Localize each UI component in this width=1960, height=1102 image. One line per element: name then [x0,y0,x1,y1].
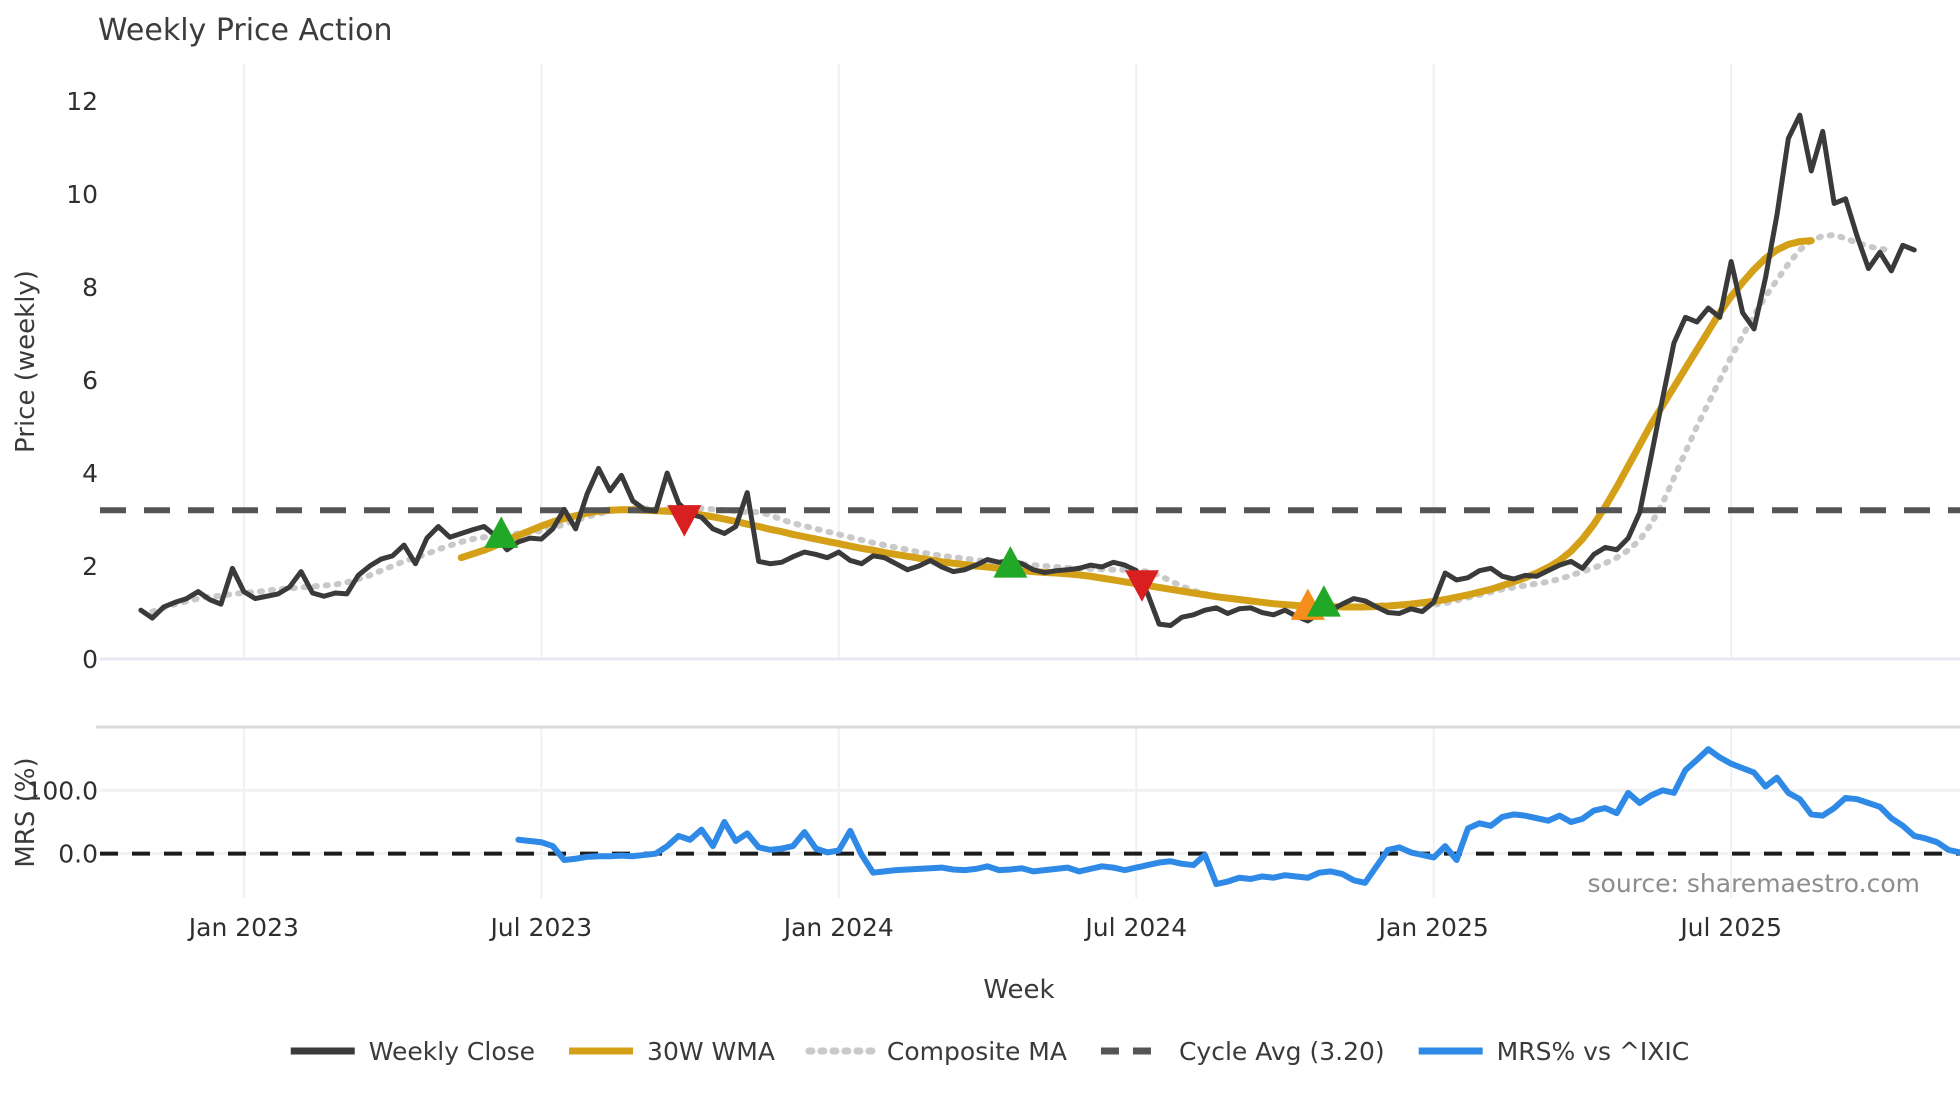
legend-label-4: Cycle Avg (3.20) [1179,1037,1385,1066]
x-tick-1: Jul 2023 [488,913,592,942]
weekly-close-line [138,112,1917,629]
marker-sell-1[interactable] [667,505,702,537]
marker-sell-3[interactable] [1124,570,1159,602]
legend-label-2: 30W WMA [647,1037,775,1066]
legend-label-5: MRS% vs ^IXIC [1497,1037,1690,1066]
legend-label-3: Composite MA [887,1037,1067,1066]
price-ytick-4: 4 [82,459,98,488]
legend-label-1: Weekly Close [369,1037,535,1066]
mrs-ytick-0.0: 0.0 [58,840,98,869]
source-note: source: sharemaestro.com [1588,869,1921,898]
mrs-ytick-100.0: 100.0 [26,776,98,805]
x-tick-5: Jul 2025 [1678,913,1782,942]
marker-buy-2[interactable] [993,546,1028,578]
price-ytick-2: 2 [82,552,98,581]
price-ytick-6: 6 [82,366,98,395]
price-axis-label: Price (weekly) [11,270,41,453]
marker-buy-5[interactable] [1306,585,1341,617]
x-tick-0: Jan 2023 [187,913,299,942]
mrs-line [515,746,1960,888]
mrs-axis-label: MRS (%) [11,757,41,867]
x-tick-2: Jan 2024 [782,913,894,942]
price-ytick-0: 0 [82,645,98,674]
price-ytick-8: 8 [82,273,98,302]
marker-buy-0[interactable] [484,516,519,548]
composite-ma-line [149,232,1895,615]
page-title: Weekly Price Action [98,13,393,48]
x-tick-4: Jan 2025 [1377,913,1489,942]
price-ytick-12: 12 [66,87,98,116]
x-tick-3: Jul 2024 [1083,913,1187,942]
price-ytick-10: 10 [66,180,98,209]
x-axis-label: Week [983,975,1054,1005]
